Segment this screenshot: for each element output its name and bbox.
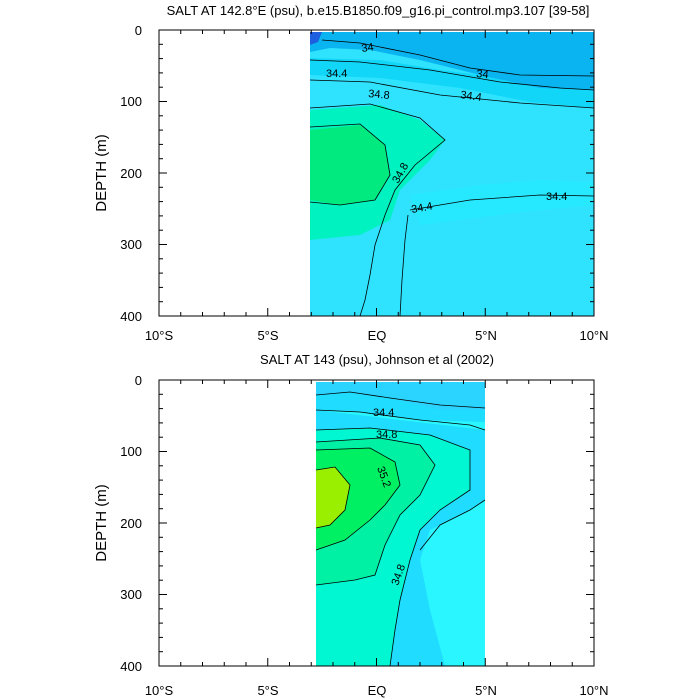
contour-line-344 xyxy=(315,409,486,431)
x-tick-label: EQ xyxy=(368,328,387,343)
contour-line-344a xyxy=(309,79,595,109)
y-tick-label: 400 xyxy=(120,309,142,324)
fill-surface xyxy=(316,382,485,410)
contour-line-346 xyxy=(419,499,486,551)
x-tick-label: 10°N xyxy=(579,328,608,343)
contour-label: 34.4 xyxy=(326,68,347,80)
contour-lines xyxy=(315,391,486,667)
contour-line-352 xyxy=(309,123,391,206)
fill-band-340 xyxy=(310,32,594,90)
x-tick-label: 5°S xyxy=(257,683,278,698)
y-tick-label: 400 xyxy=(120,659,142,674)
contour-label: 34.8 xyxy=(376,429,397,441)
contour-line-350 xyxy=(315,437,436,586)
x-tick-label: 10°S xyxy=(145,328,174,343)
contour-label: 34.8 xyxy=(368,88,390,102)
x-tick-label: EQ xyxy=(368,683,387,698)
contour-label: 34.4 xyxy=(546,191,567,203)
contour-fills xyxy=(310,32,594,316)
chart-title: SALT AT 143 (psu), Johnson et al (2002) xyxy=(260,352,494,367)
contour-label: 34 xyxy=(476,68,489,81)
y-tick-label: 0 xyxy=(135,373,142,388)
tick-marks xyxy=(158,379,595,667)
x-tick-label: 10°S xyxy=(145,683,174,698)
y-tick-label: 0 xyxy=(135,23,142,38)
fill-band-344 xyxy=(310,58,594,108)
contour-lines xyxy=(309,39,595,317)
contour-label: 34.4 xyxy=(410,200,433,216)
y-axis-label: DEPTH (m) xyxy=(93,484,110,562)
lower-panel: SALT AT 143 (psu), Johnson et al (2002) … xyxy=(0,350,700,700)
contour-line-34a xyxy=(321,39,595,77)
contour-label: 34 xyxy=(361,41,375,55)
contour-labels: 34 34 34.4 34.4 34.8 34.8 34.4 34.4 xyxy=(326,41,567,216)
chart-title: SALT AT 142.8°E (psu), b.e15.B1850.f09_g… xyxy=(167,3,590,18)
lower-chart: SALT AT 143 (psu), Johnson et al (2002) … xyxy=(93,352,609,698)
upper-panel: SALT AT 142.8°E (psu), b.e15.B1850.f09_g… xyxy=(93,3,609,343)
contour-line-34b xyxy=(309,59,595,91)
fill-min-336 xyxy=(310,32,322,45)
y-tick-label: 100 xyxy=(120,94,142,109)
contour-label: 34.4 xyxy=(460,89,483,104)
y-tick-labels: 0 100 200 300 400 xyxy=(120,373,142,674)
y-tick-label: 300 xyxy=(120,237,142,252)
x-tick-label: 10°N xyxy=(579,683,608,698)
fill-core-352 xyxy=(310,125,390,205)
contour-line-348 xyxy=(315,427,471,667)
upper-chart: SALT AT 142.8°E (psu), b.e15.B1850.f09_g… xyxy=(93,3,609,343)
y-axis-label: DEPTH (m) xyxy=(93,134,110,212)
y-tick-label: 200 xyxy=(120,516,142,531)
contour-line-354 xyxy=(315,466,351,529)
fill-band-346 xyxy=(316,410,485,666)
x-tick-labels: 10°S 5°S EQ 5°N 10°N xyxy=(145,683,609,698)
fill-lower-band xyxy=(410,180,594,225)
y-tick-label: 300 xyxy=(120,587,142,602)
x-tick-label: 5°S xyxy=(257,328,278,343)
contour-fills xyxy=(316,382,485,666)
y-tick-label: 200 xyxy=(120,166,142,181)
contour-label: 34.4 xyxy=(373,407,394,419)
x-tick-label: 5°N xyxy=(475,683,497,698)
tick-marks xyxy=(158,29,595,317)
y-tick-label: 100 xyxy=(120,444,142,459)
contour-line-344b xyxy=(399,194,595,317)
contour-line-352 xyxy=(315,447,401,551)
fill-max-354 xyxy=(316,467,350,528)
x-tick-label: 5°N xyxy=(475,328,497,343)
x-tick-labels: 10°S 5°S EQ 5°N 10°N xyxy=(145,328,609,343)
contour-line-34 xyxy=(315,391,486,409)
contour-line-348a xyxy=(309,103,446,317)
y-tick-labels: 0 100 200 300 400 xyxy=(120,23,142,324)
